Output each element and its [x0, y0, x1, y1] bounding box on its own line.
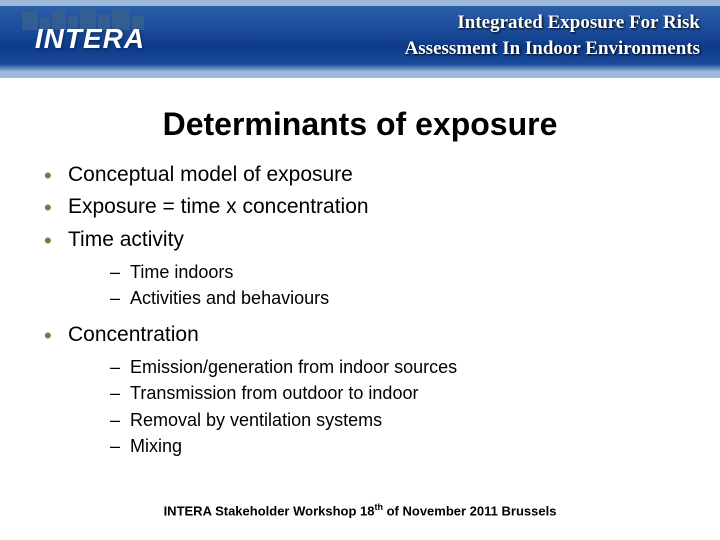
sub-bullet-item: Time indoors: [68, 260, 686, 284]
bullet-text: Time activity: [68, 228, 184, 251]
sub-bullet-item: Activities and behaviours: [68, 286, 686, 310]
bullet-item: Conceptual model of exposure: [34, 161, 686, 189]
slide-content: Determinants of exposure Conceptual mode…: [0, 78, 720, 458]
banner-line1: Integrated Exposure For Risk: [405, 10, 700, 36]
footer-prefix: INTERA Stakeholder Workshop 18: [164, 503, 375, 518]
banner-title: Integrated Exposure For Risk Assessment …: [405, 10, 700, 61]
sub-bullet-item: Emission/generation from indoor sources: [68, 355, 686, 379]
banner-line2: Assessment In Indoor Environments: [405, 36, 700, 62]
footer-suffix: of November 2011 Brussels: [383, 503, 556, 518]
bullet-item: Concentration Emission/generation from i…: [34, 321, 686, 459]
footer: INTERA Stakeholder Workshop 18th of Nove…: [0, 502, 720, 518]
sub-bullet-item: Transmission from outdoor to indoor: [68, 381, 686, 405]
logo: INTERA: [10, 6, 170, 72]
sub-bullet-item: Removal by ventilation systems: [68, 408, 686, 432]
sub-bullet-list: Emission/generation from indoor sources …: [68, 355, 686, 458]
sub-bullet-list: Time indoors Activities and behaviours: [68, 260, 686, 311]
slide-title: Determinants of exposure: [34, 106, 686, 143]
bullet-text: Conceptual model of exposure: [68, 163, 353, 186]
bullet-list: Conceptual model of exposure Exposure = …: [34, 161, 686, 458]
bullet-text: Concentration: [68, 323, 199, 346]
bullet-item: Time activity Time indoors Activities an…: [34, 226, 686, 311]
bullet-text: Exposure = time x concentration: [68, 195, 369, 218]
header-banner: INTERA Integrated Exposure For Risk Asse…: [0, 0, 720, 78]
logo-text: INTERA: [35, 23, 145, 55]
bullet-item: Exposure = time x concentration: [34, 193, 686, 221]
footer-ordinal: th: [375, 502, 384, 512]
sub-bullet-item: Mixing: [68, 434, 686, 458]
